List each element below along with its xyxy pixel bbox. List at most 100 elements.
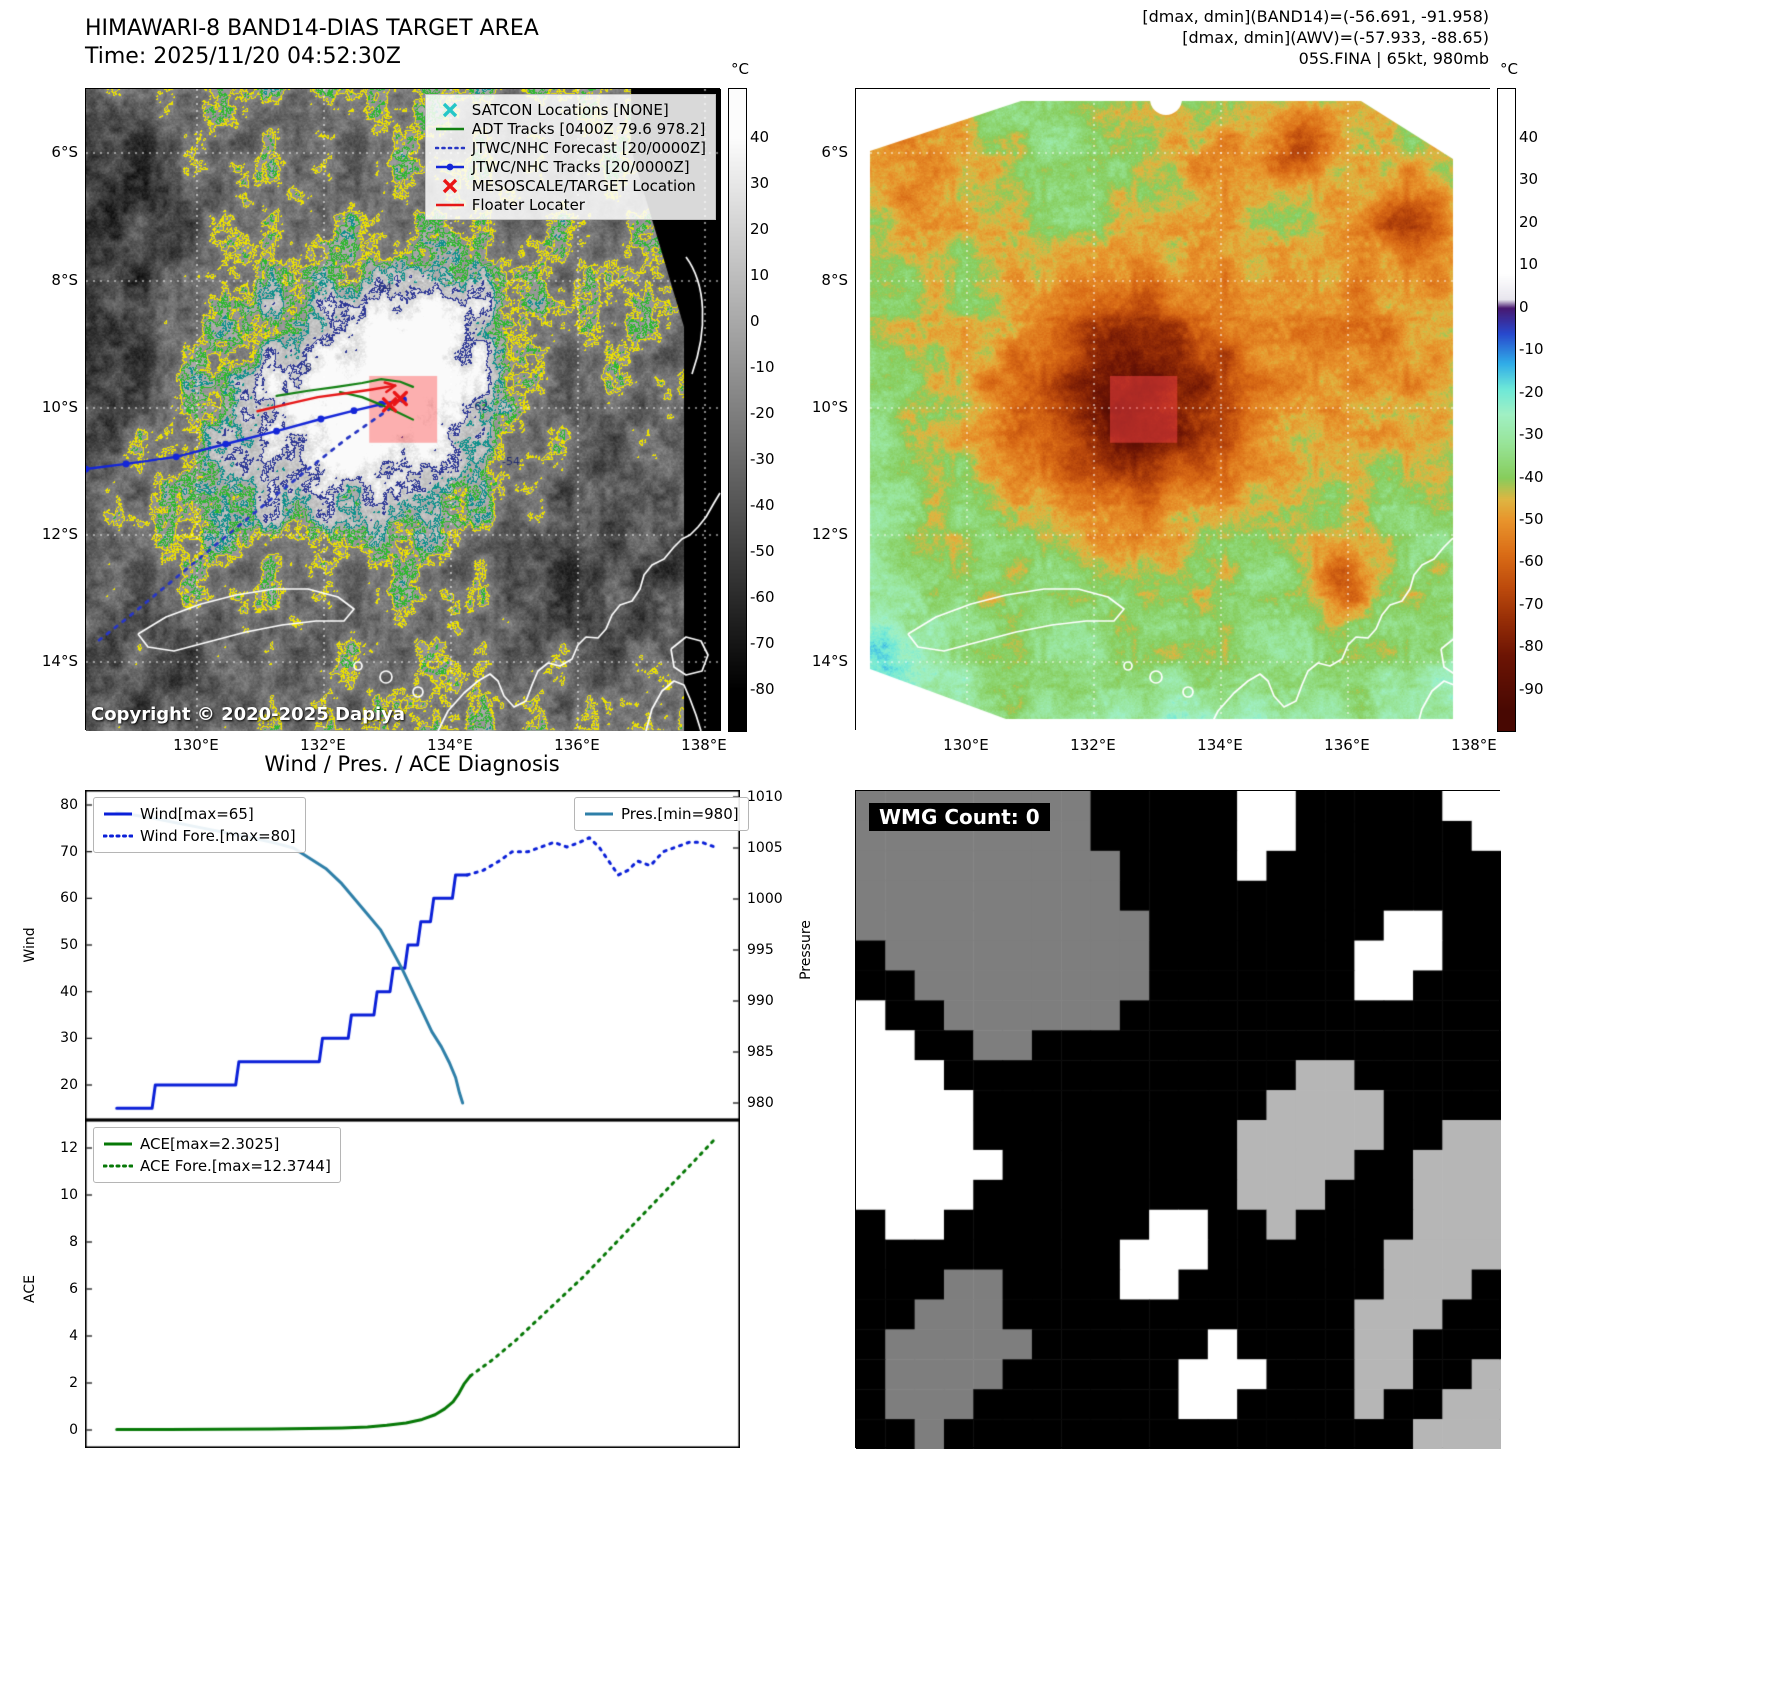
legend-label: MESOSCALE/TARGET Location [471,176,696,195]
pressure-legend: Pres.[min=980] [574,797,749,831]
legend-item: Wind Fore.[max=80] [103,825,296,847]
wind-tick-label: 40 [60,983,78,1000]
colorbar-tick-label: -80 [1519,637,1544,656]
colorbar-tick-label: -90 [1519,679,1544,698]
pressure-tick-label: 1005 [747,840,783,856]
y-tick-label: 8°S [51,270,78,289]
wind-line-marker [104,812,132,816]
map-legend: SATCON Locations [NONE] ADT Tracks [0400Z… [424,94,716,220]
y-tick-label: 12°S [811,524,848,543]
info-line-storm: 05S.FINA | 65kt, 980mb [1298,49,1489,68]
legend-item: Wind[max=65] [103,803,296,825]
x-tick-label: 130°E [173,736,219,754]
awv-colorbar [1497,88,1516,732]
x-tick-label: 132°E [1070,736,1116,754]
legend-item: JTWC/NHC Forecast [20/0000Z] [434,138,706,157]
diagnosis-title: Wind / Pres. / ACE Diagnosis [264,752,560,776]
pressure-tick-label: 995 [747,942,774,958]
colorbar-tick-label: -70 [750,633,775,652]
ace-legend: ACE[max=2.3025] ACE Fore.[max=12.3744] [93,1127,341,1183]
colorbar-tick-label: -30 [1519,425,1544,444]
band14-colorbar-unit: °C [731,60,749,78]
ace-tick-label: 4 [69,1328,78,1344]
ace-line-marker [104,1142,132,1146]
colorbar-tick-label: -20 [750,403,775,422]
colorbar-tick-label: -60 [750,587,775,606]
ace-forecast-line-marker [103,1164,133,1168]
y-tick-label: 6°S [51,143,78,161]
colorbar-tick-label: -40 [750,495,775,514]
legend-item: ACE[max=2.3025] [103,1133,331,1155]
colorbar-tick-label: -10 [1519,340,1544,359]
colorbar-tick-label: -50 [750,541,775,560]
line-red-marker [435,203,464,206]
wind-tick-label: 30 [60,1030,78,1047]
colorbar-tick-label: 0 [1519,297,1529,316]
x-tick-label: 134°E [427,736,473,754]
ace-axis-label: ACE [22,1275,38,1303]
wind-legend: Wind[max=65] Wind Fore.[max=80] [93,797,306,853]
y-tick-label: 14°S [811,651,848,670]
legend-label: JTWC/NHC Forecast [20/0000Z] [471,138,706,157]
colorbar-tick-label: 40 [750,127,770,146]
pressure-line-marker [585,812,613,816]
y-tick-label: 6°S [821,143,848,161]
pressure-tick-label: 1010 [747,789,783,805]
wind-tick-label: 50 [60,937,78,953]
copyright-text: Copyright © 2020-2025 Dapiya [91,704,406,725]
dotted-blue-marker [434,146,465,149]
ace-legend-label: ACE[max=2.3025] [140,1135,280,1153]
colorbar-tick-label: 0 [750,311,760,330]
line-green-marker [435,127,464,130]
x-tick-label: 134°E [1197,736,1243,754]
band14-time: Time: 2025/11/20 04:52:30Z [85,44,401,69]
wmg-mosaic [856,791,1501,1449]
legend-label: JTWC/NHC Tracks [20/0000Z] [471,157,690,176]
awv-info-block: [dmax, dmin](BAND14)=(-56.691, -91.958) … [900,6,1489,69]
ace-tick-label: 2 [69,1375,78,1391]
colorbar-tick-label: 30 [750,173,770,192]
pressure-tick-label: 980 [747,1095,774,1111]
colorbar-tick-label: 10 [750,265,770,284]
colorbar-tick-label: 40 [1519,127,1539,146]
legend-label: SATCON Locations [NONE] [471,100,669,119]
wmg-panel: WMG Count: 0 [855,790,1501,1449]
y-tick-label: 10°S [811,398,848,416]
wind-tick-label: 70 [60,843,78,860]
ace-tick-label: 6 [69,1281,78,1297]
wmg-count-label: WMG Count: 0 [869,803,1050,831]
colorbar-tick-label: -10 [750,357,775,376]
band14-colorbar [728,88,747,732]
x-tick-label: 138°E [681,736,727,754]
info-line-band14: [dmax, dmin](BAND14)=(-56.691, -91.958) [1142,7,1489,26]
y-tick-label: 8°S [821,270,848,289]
band14-map: SATCON Locations [NONE] ADT Tracks [0400Z… [85,88,721,731]
colorbar-tick-label: -80 [750,679,775,698]
colorbar-tick-label: 20 [1519,212,1539,231]
wind-tick-label: 80 [60,797,78,813]
linedot-blue-marker [435,163,464,170]
pressure-tick-label: 990 [747,993,774,1009]
colorbar-tick-label: -30 [750,449,775,468]
legend-item: JTWC/NHC Tracks [20/0000Z] [435,157,706,176]
legend-item: ADT Tracks [0400Z 79.6 978.2] [435,119,706,138]
colorbar-tick-label: -20 [1519,382,1544,401]
wind-tick-label: 60 [60,890,78,907]
y-tick-label: 10°S [41,398,78,416]
awv-map [855,88,1491,731]
x-red-marker [442,178,457,193]
pressure-tick-label: 985 [747,1044,774,1060]
legend-item: Floater Locater [435,195,706,214]
ace-forecast-legend-label: ACE Fore.[max=12.3744] [140,1157,331,1175]
legend-label: ADT Tracks [0400Z 79.6 978.2] [471,119,706,138]
info-line-awv: [dmax, dmin](AWV)=(-57.933, -88.65) [1182,28,1489,47]
x-tick-label: 136°E [1324,736,1370,754]
legend-item: ACE Fore.[max=12.3744] [103,1155,331,1177]
ace-tick-label: 0 [69,1422,78,1438]
legend-item: Pres.[min=980] [584,803,739,825]
wind-tick-label: 20 [60,1077,78,1093]
x-cyan-marker [442,102,457,117]
x-tick-label: 136°E [554,736,600,754]
pressure-axis-label: Pressure [798,920,814,980]
